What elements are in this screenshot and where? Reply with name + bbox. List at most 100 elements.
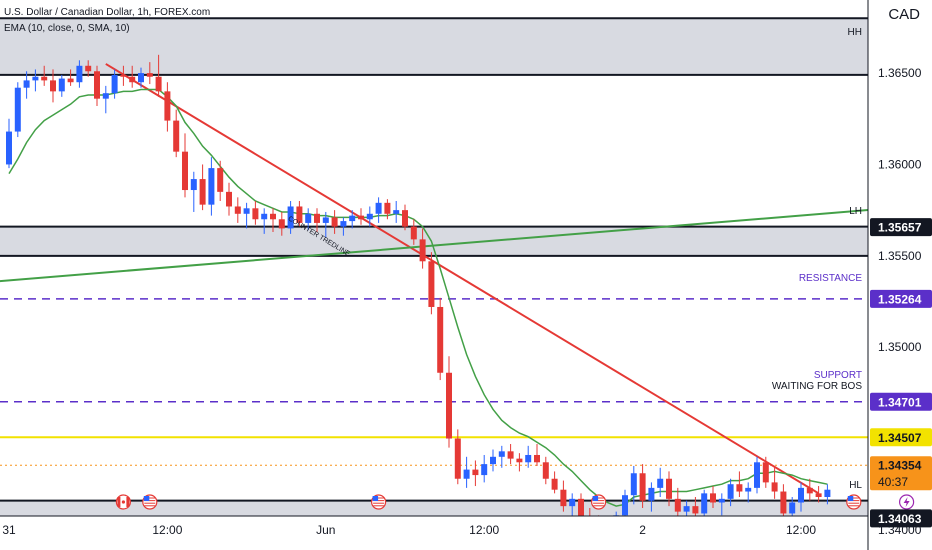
candle-body (358, 215, 364, 220)
candle (789, 497, 796, 516)
price-label-bg (870, 218, 932, 237)
price-label: 1.34063 (878, 512, 922, 526)
waiting-for-bos-label: WAITING FOR BOS (772, 381, 863, 392)
candle-body (6, 131, 12, 165)
candle-body (754, 462, 760, 488)
candle-body (630, 473, 637, 496)
candle-body (762, 462, 769, 483)
candle (102, 85, 109, 114)
candle (446, 356, 452, 448)
candle-body (94, 71, 100, 99)
candle-body (604, 524, 610, 531)
candle (6, 118, 12, 169)
candle (630, 465, 637, 505)
candle-body (85, 65, 92, 72)
candle-body (41, 76, 48, 81)
candle (199, 164, 206, 211)
candle-body (234, 206, 241, 214)
us-event-icon (371, 494, 387, 510)
candle-body (182, 151, 188, 191)
candle-body (349, 215, 356, 222)
rising-trendline-line (0, 209, 868, 283)
candle-body (542, 462, 549, 479)
candle-body (287, 206, 294, 229)
candle-body (76, 65, 83, 83)
candle (58, 74, 65, 97)
candle-body (525, 454, 532, 463)
candle (507, 444, 514, 465)
candle-body (596, 526, 602, 531)
candle (331, 210, 338, 234)
candle-body (138, 73, 144, 83)
candle (32, 69, 39, 92)
candle (252, 200, 259, 225)
candle-body (428, 261, 435, 307)
indicator-legend[interactable]: EMA (10, close, 0, SMA, 10) (4, 23, 130, 34)
candle-body (534, 454, 540, 463)
candle-body (824, 489, 831, 498)
canada-flag-right-bar (126, 497, 130, 507)
candles (6, 54, 831, 537)
candle (190, 171, 197, 212)
hl-label: HL (849, 480, 862, 491)
candle (226, 182, 232, 216)
lh-label: LH (849, 206, 862, 217)
candle-body (366, 213, 373, 220)
candle-body (410, 226, 417, 240)
price-axis-tick-label: 1.36500 (878, 66, 922, 80)
time-axis-tick-label: 12:00 (786, 523, 816, 537)
candle (463, 456, 470, 488)
price-label: 1.35264 (878, 292, 922, 306)
candle (278, 211, 285, 236)
candle (375, 197, 382, 223)
time-axis-tick-label: 12:00 (469, 523, 499, 537)
candle-body (173, 120, 180, 152)
candle (780, 484, 787, 516)
candle (498, 445, 505, 468)
candle (674, 487, 681, 516)
us-event-icon (590, 494, 607, 510)
candle (349, 210, 356, 229)
us-event-icon (142, 494, 158, 510)
lightning-event-icon (898, 494, 915, 510)
candle (718, 493, 725, 516)
candle (701, 489, 708, 516)
candle-body (683, 506, 690, 512)
canada-flag-left-bar (117, 497, 121, 507)
candle (692, 497, 699, 516)
candle-body (50, 80, 56, 92)
candle-body (129, 76, 136, 83)
time-axis-tick-label: Jun (316, 523, 335, 537)
price-axis-tick-label: 1.36000 (878, 157, 922, 171)
candle-body (146, 73, 153, 77)
candle (815, 486, 822, 503)
candle (340, 217, 347, 236)
price-axis-tick-label: 1.35500 (878, 249, 922, 263)
candle (604, 519, 610, 537)
candle-body (58, 78, 65, 92)
candle (384, 199, 391, 220)
candle (745, 482, 752, 503)
us-flag-canton (592, 496, 599, 501)
price-label: 1.34701 (878, 395, 922, 409)
candle-body (155, 76, 162, 92)
candle-body (481, 464, 488, 476)
price-label: 1.34507 (878, 431, 922, 445)
candle (798, 482, 804, 512)
candle-body (674, 498, 681, 512)
candle-body (120, 74, 127, 77)
candle (41, 65, 48, 86)
candle (710, 486, 716, 508)
counter-tredline-line (105, 63, 820, 495)
candle-body (252, 208, 259, 220)
candle (534, 444, 540, 466)
lightning-bolt (903, 497, 910, 507)
candle-body (639, 473, 646, 501)
candle (287, 200, 294, 234)
candle-body (217, 168, 224, 192)
candle-body (314, 213, 320, 223)
candle (683, 500, 690, 516)
candle-body (375, 202, 382, 214)
candle (472, 460, 479, 487)
